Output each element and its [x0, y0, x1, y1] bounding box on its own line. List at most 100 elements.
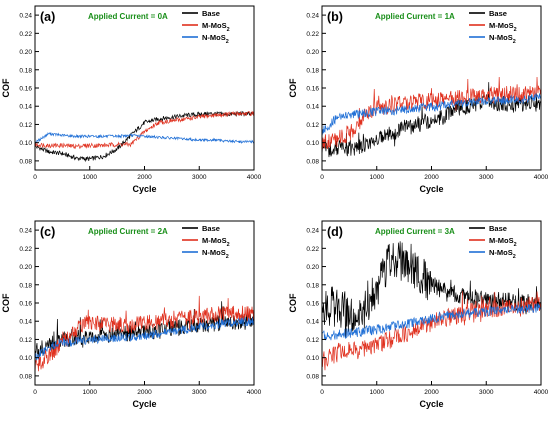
legend-label-base: Base — [489, 224, 507, 233]
legend-label-n-mos2: N-MoS2 — [489, 248, 516, 260]
plot-area — [322, 76, 541, 158]
y-axis-label: COF — [288, 78, 298, 98]
plot-area — [35, 295, 254, 375]
applied-current-annotation: Applied Current = 0A — [88, 12, 168, 21]
x-tick-label: 3000 — [192, 174, 207, 181]
y-tick-label: 0.18 — [306, 67, 319, 74]
x-tick-label: 2000 — [424, 174, 439, 181]
panel-label: (b) — [327, 10, 343, 24]
x-tick-label: 1000 — [370, 174, 385, 181]
x-tick-label: 4000 — [247, 174, 262, 181]
legend-label-n-mos2: N-MoS2 — [202, 33, 229, 45]
y-tick-label: 0.18 — [19, 282, 32, 289]
x-axis-label: Cycle — [419, 399, 443, 409]
series-line-base — [35, 301, 254, 359]
y-tick-label: 0.20 — [19, 49, 32, 56]
y-tick-label: 0.10 — [19, 355, 32, 362]
y-tick-label: 0.10 — [19, 140, 32, 147]
x-axis-label: Cycle — [132, 184, 156, 194]
y-tick-label: 0.14 — [19, 104, 32, 111]
y-tick-label: 0.24 — [19, 13, 32, 20]
y-tick-label: 0.14 — [19, 319, 32, 326]
y-tick-label: 0.16 — [19, 301, 32, 308]
x-tick-label: 3000 — [479, 174, 494, 181]
plot-frame — [34, 220, 255, 386]
series-line-m-mos2 — [35, 295, 254, 375]
panel-a: 0.08 0.10 0.12 0.14 0.16 0.18 0.20 0.22 0.24 0 100… — [1, 5, 262, 194]
series-line-m-mos2 — [322, 76, 541, 150]
x-tick-label: 3000 — [479, 389, 494, 396]
y-tick-label: 0.20 — [19, 264, 32, 271]
y-tick-label: 0.14 — [306, 104, 319, 111]
legend-label-base: Base — [202, 224, 220, 233]
legend-label-n-mos2: N-MoS2 — [489, 33, 516, 45]
series-line-n-mos2 — [322, 303, 541, 341]
plot-area — [322, 241, 541, 371]
legend-label-m-mos2: M-MoS2 — [202, 236, 230, 248]
x-tick-label: 1000 — [83, 389, 98, 396]
y-tick-label: 0.10 — [306, 355, 319, 362]
legend-label-m-mos2: M-MoS2 — [489, 21, 517, 33]
x-tick-label: 1000 — [370, 389, 385, 396]
y-tick-label: 0.12 — [306, 337, 319, 344]
x-axis-label: Cycle — [132, 399, 156, 409]
y-tick-label: 0.12 — [19, 337, 32, 344]
y-tick-label: 0.18 — [306, 282, 319, 289]
x-tick-label: 2000 — [137, 174, 152, 181]
panel-c: 0.08 0.10 0.12 0.14 0.16 0.18 0.20 0.22 0.24 0 100… — [1, 220, 262, 409]
y-tick-label: 0.24 — [19, 228, 32, 235]
series-line-m-mos2 — [35, 110, 254, 150]
y-tick-label: 0.16 — [19, 86, 32, 93]
x-tick-label: 2000 — [424, 389, 439, 396]
x-tick-label: 0 — [320, 174, 324, 181]
legend-label-m-mos2: M-MoS2 — [202, 21, 230, 33]
x-tick-label: 1000 — [83, 174, 98, 181]
applied-current-annotation: Applied Current = 3A — [375, 227, 455, 236]
panel-label: (c) — [40, 225, 55, 239]
y-tick-label: 0.16 — [306, 301, 319, 308]
plot-area — [35, 110, 254, 163]
x-tick-label: 0 — [320, 389, 324, 396]
legend-label-m-mos2: M-MoS2 — [489, 236, 517, 248]
y-tick-label: 0.16 — [306, 86, 319, 93]
x-tick-label: 0 — [33, 174, 37, 181]
y-tick-label: 0.20 — [306, 49, 319, 56]
y-tick-label: 0.20 — [306, 264, 319, 271]
y-tick-label: 0.12 — [19, 122, 32, 129]
y-tick-label: 0.14 — [306, 319, 319, 326]
applied-current-annotation: Applied Current = 2A — [88, 227, 168, 236]
series-line-base — [35, 110, 254, 163]
x-tick-label: 4000 — [247, 389, 262, 396]
y-tick-label: 0.18 — [19, 67, 32, 74]
y-tick-label: 0.08 — [306, 158, 319, 165]
x-tick-label: 4000 — [534, 174, 549, 181]
y-axis-label: COF — [1, 293, 11, 313]
y-tick-label: 0.22 — [19, 31, 32, 38]
x-axis-label: Cycle — [419, 184, 443, 194]
panel-label: (a) — [40, 10, 55, 24]
y-tick-label: 0.08 — [19, 373, 32, 380]
y-axis-label: COF — [1, 78, 11, 98]
legend-label-base: Base — [202, 9, 220, 18]
y-tick-label: 0.12 — [306, 122, 319, 129]
panel-label: (d) — [327, 225, 343, 239]
y-tick-label: 0.24 — [306, 228, 319, 235]
series-line-n-mos2 — [322, 92, 541, 137]
y-tick-label: 0.08 — [19, 158, 32, 165]
series-line-n-mos2 — [35, 132, 254, 144]
panel-d: 0.08 0.10 0.12 0.14 0.16 0.18 0.20 0.22 0.24 0 100… — [288, 220, 549, 409]
y-tick-label: 0.22 — [306, 246, 319, 253]
series-line-n-mos2 — [35, 316, 254, 362]
legend-label-n-mos2: N-MoS2 — [202, 248, 229, 260]
x-tick-label: 3000 — [192, 389, 207, 396]
y-tick-label: 0.22 — [306, 31, 319, 38]
x-tick-label: 0 — [33, 389, 37, 396]
y-tick-label: 0.08 — [306, 373, 319, 380]
y-tick-label: 0.22 — [19, 246, 32, 253]
panel-b: 0.08 0.10 0.12 0.14 0.16 0.18 0.20 0.22 0.24 0 100… — [288, 5, 549, 194]
x-tick-label: 4000 — [534, 389, 549, 396]
y-tick-label: 0.24 — [306, 13, 319, 20]
legend-label-base: Base — [489, 9, 507, 18]
y-tick-label: 0.10 — [306, 140, 319, 147]
